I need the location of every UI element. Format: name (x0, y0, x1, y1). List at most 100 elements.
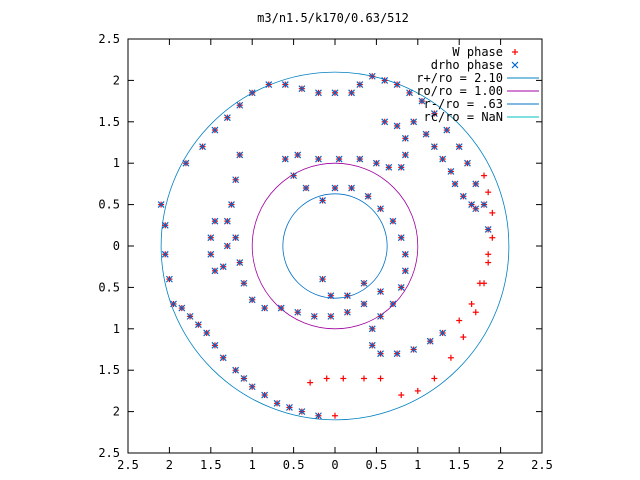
drho-phase-point (315, 412, 322, 420)
drho-phase-point (165, 275, 173, 283)
drho-phase-point (368, 325, 376, 333)
drho-phase-point (211, 341, 219, 349)
chart-title: m3/n1.5/k170/0.63/512 (257, 11, 409, 25)
drho-phase-point (298, 85, 306, 93)
axes: 2.5 2 1.5 1 0.5 0 0.5 1 1.5 2 2.52.521.510.500.511… (98, 32, 553, 472)
drho-phase-point (161, 250, 169, 258)
w-phase-point (472, 309, 479, 316)
drho-phase-point (426, 337, 434, 345)
drho-phase-point (315, 89, 322, 97)
w-phase-point (360, 375, 367, 382)
drho-phase-point (248, 383, 256, 391)
w-phase-point (340, 375, 347, 382)
y-tick-label: 2.5 (98, 446, 120, 460)
legend-label: r-/ro = .63 (424, 97, 503, 111)
drho-phase-point (377, 350, 384, 358)
drho-phase-point (377, 205, 384, 213)
w-phase-point (431, 375, 438, 382)
drho-phase-point (315, 155, 322, 163)
drho-phase-point (232, 234, 240, 242)
y-tick-label: 1.5 (98, 115, 120, 129)
drho-phase-point (236, 101, 244, 109)
circle-ro-ro (251, 162, 419, 330)
drho-phase-point (348, 184, 355, 192)
drho-phase-point (207, 234, 215, 242)
drho-phase-point (331, 184, 339, 192)
drho-phase-point (381, 76, 389, 84)
drho-phase-point (406, 89, 413, 97)
drho-phase-point (157, 201, 165, 209)
drho-phase-point (472, 205, 480, 213)
x-tick-label: 1 (414, 458, 421, 472)
drho-phase-point (430, 143, 438, 151)
drho-phase-point (422, 130, 430, 138)
drho-phase-point (186, 312, 194, 320)
drho-phase-point (451, 180, 459, 188)
drho-phase-point (364, 192, 372, 200)
drho-phase-point (223, 242, 231, 250)
drho-phase-point (170, 300, 177, 308)
drho-phase-point (360, 300, 368, 308)
drho-phase-point (372, 159, 380, 167)
drho-phase-point (281, 155, 289, 163)
y-tick-label: 0 (113, 239, 120, 253)
drho-phase-point (397, 163, 405, 171)
drho-phase-point (356, 81, 364, 88)
legend-label: drho phase (431, 58, 503, 72)
x-tick-label: 1.5 (200, 458, 222, 472)
drho-phase-point (356, 155, 364, 163)
x-tick-label: 2 (497, 458, 504, 472)
w-phase-point (460, 334, 467, 341)
drho-phase-point (368, 72, 376, 80)
drho-phase-point (377, 288, 384, 295)
w-phase-point (456, 317, 463, 324)
drho-phase-point (393, 122, 401, 130)
w-phase-point (307, 379, 314, 386)
legend-label: r+/ro = 2.10 (416, 71, 503, 85)
x-tick-label: 0.5 (283, 458, 305, 472)
drho-phase-point (203, 329, 211, 337)
drho-phase-point (439, 329, 447, 337)
drho-phase-point (480, 201, 488, 209)
drho-phase-point (472, 180, 480, 188)
drho-phase-point (232, 366, 240, 374)
drho-phase-point (161, 221, 169, 229)
drho-phase-point (211, 217, 219, 225)
drho-phase-point (178, 304, 186, 312)
w-phase-point (485, 251, 492, 258)
drho-phase-point (430, 110, 438, 117)
drho-phase-point (368, 341, 376, 349)
reference-circles (160, 71, 510, 421)
drho-phase-point (464, 159, 471, 167)
x-tick-label: 2.5 (117, 458, 139, 472)
w-phase-point (489, 234, 496, 241)
drho-phase-point (439, 155, 447, 163)
drho-phase-point (343, 308, 351, 316)
legend-label: ro/ro = 1.00 (416, 84, 503, 98)
y-tick-label: 1.5 (98, 363, 120, 377)
y-tick-label: 2 (113, 73, 120, 87)
drho-phase-point (277, 304, 285, 312)
w-phase-point (377, 375, 384, 382)
w-phase-point (468, 300, 475, 307)
drho-phase-point (310, 312, 318, 320)
x-tick-label: 1 (249, 458, 256, 472)
drho-phase-point (348, 89, 355, 97)
x-tick-label: 0.5 (366, 458, 388, 472)
w-phase-point (332, 412, 338, 419)
drho-phase-point (459, 192, 467, 200)
drho-phase-point (410, 118, 418, 126)
circle-r--ro (282, 193, 388, 299)
drho-phase-point (401, 151, 409, 159)
drho-phase-point (248, 89, 256, 97)
w-phase-point (489, 209, 496, 216)
drho-phase-point (294, 151, 302, 159)
drho-phase-point (223, 217, 231, 225)
drho-phase-point (211, 267, 219, 275)
w-phase-point (485, 189, 492, 196)
drho-phase-point (443, 126, 451, 134)
w-phase-point (398, 392, 405, 399)
drho-phase-point (418, 97, 426, 105)
w-phase-point (447, 354, 454, 361)
drho-phase-point (194, 321, 202, 329)
